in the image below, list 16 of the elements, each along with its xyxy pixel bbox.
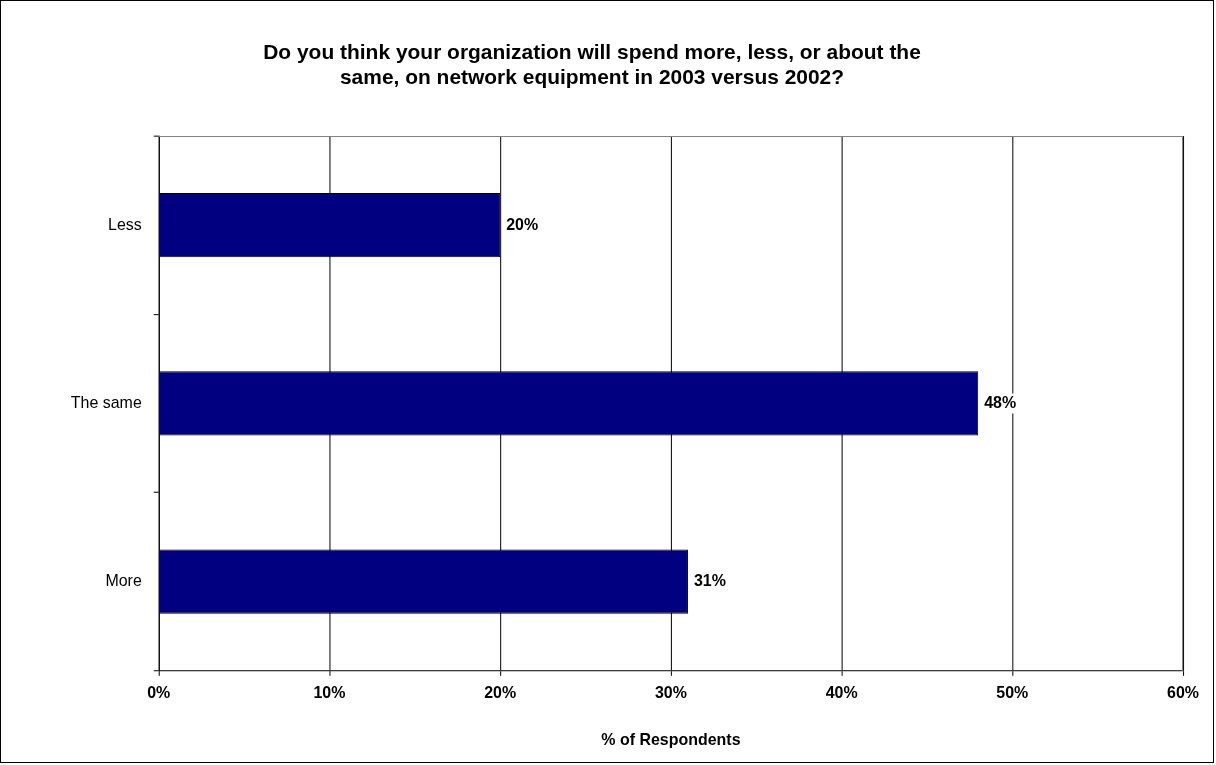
y-tick-label: The same (70, 393, 142, 411)
data-label: 31% (693, 572, 726, 590)
data-label: 20% (506, 215, 539, 233)
x-tick-label: 0% (147, 683, 171, 701)
x-tick-label: 60% (1167, 683, 1200, 701)
x-tick-label: 20% (484, 683, 517, 701)
y-tick-label: Less (108, 215, 142, 233)
text: same, on network equipment in 2003 versus 2002? (339, 65, 845, 89)
x-axis-title: % of Respondents (601, 730, 741, 748)
data-label: 48% (984, 393, 1017, 411)
y-tick-label: More (105, 572, 142, 590)
x-tick-label: 40% (825, 683, 858, 701)
x-tick-label: 50% (996, 683, 1029, 701)
x-tick-label: 30% (654, 683, 687, 701)
text: Do you think your organization will spend more, less, or about the (263, 40, 921, 64)
x-tick-label: 10% (313, 683, 346, 701)
